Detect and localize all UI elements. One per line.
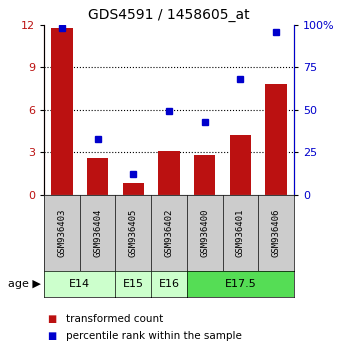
Bar <box>265 84 287 195</box>
Text: GSM936403: GSM936403 <box>57 209 66 257</box>
Bar <box>230 135 251 195</box>
Bar <box>87 158 108 195</box>
Text: GSM936404: GSM936404 <box>93 209 102 257</box>
Text: ■: ■ <box>47 331 56 341</box>
Text: GSM936406: GSM936406 <box>272 209 281 257</box>
Text: GSM936400: GSM936400 <box>200 209 209 257</box>
Text: E14: E14 <box>69 279 90 289</box>
Text: E15: E15 <box>123 279 144 289</box>
Bar <box>194 155 215 195</box>
Bar <box>51 28 73 195</box>
Text: age ▶: age ▶ <box>8 279 41 289</box>
Text: GSM936405: GSM936405 <box>129 209 138 257</box>
Bar <box>158 151 180 195</box>
Title: GDS4591 / 1458605_at: GDS4591 / 1458605_at <box>88 8 250 22</box>
Text: ■: ■ <box>47 314 56 324</box>
Text: GSM936401: GSM936401 <box>236 209 245 257</box>
Text: E16: E16 <box>159 279 179 289</box>
Text: percentile rank within the sample: percentile rank within the sample <box>66 331 242 341</box>
Text: E17.5: E17.5 <box>224 279 256 289</box>
Text: transformed count: transformed count <box>66 314 163 324</box>
Text: GSM936402: GSM936402 <box>165 209 173 257</box>
Bar <box>123 183 144 195</box>
